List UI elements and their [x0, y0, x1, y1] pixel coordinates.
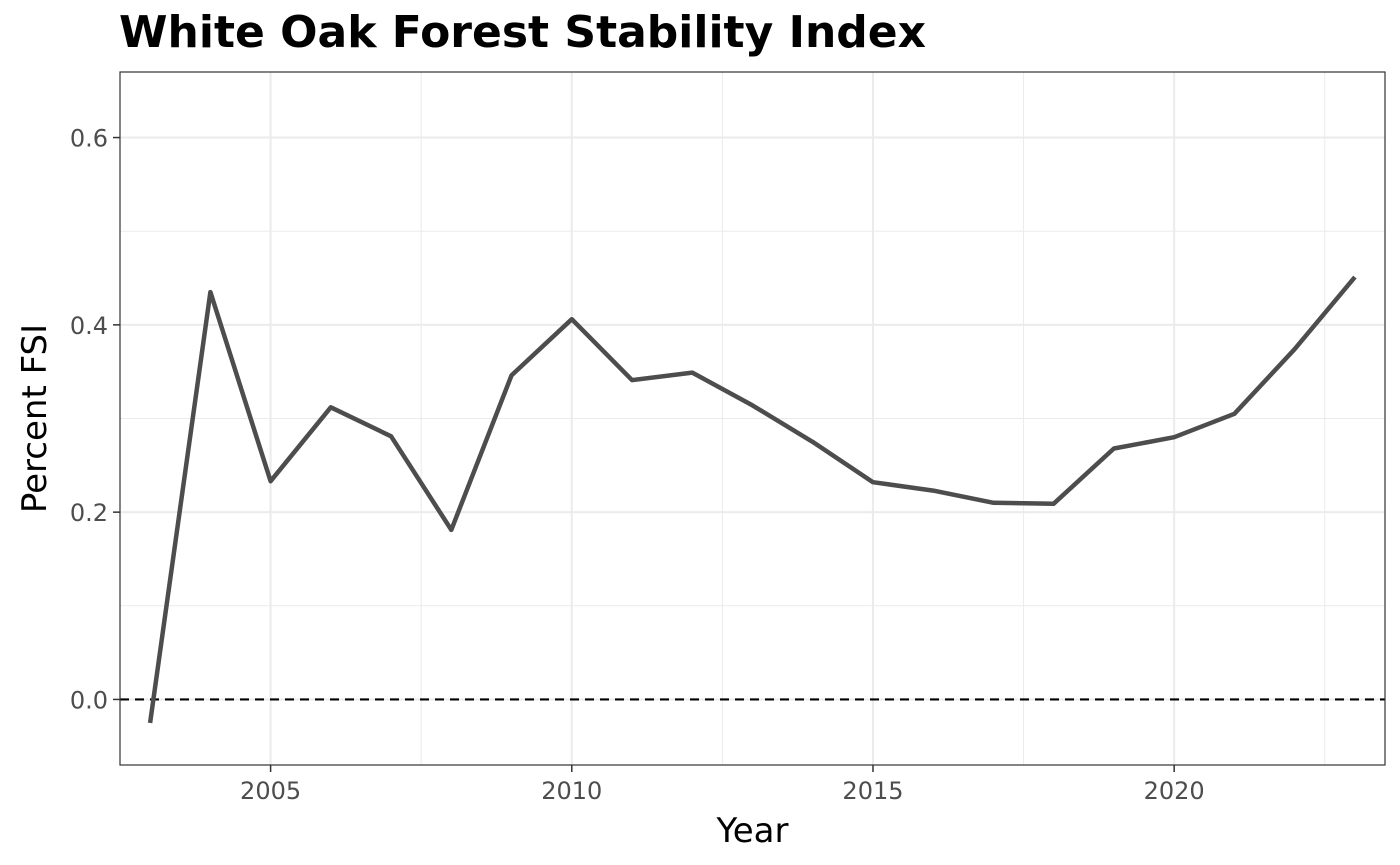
y-tick-label: 0.4 — [70, 312, 108, 340]
x-axis-title: Year — [716, 811, 789, 851]
plot-panel-border — [119, 71, 1386, 766]
x-tick-label: 2015 — [842, 777, 903, 805]
y-tick-label: 0.0 — [70, 686, 108, 714]
x-tick-label: 2010 — [541, 777, 602, 805]
y-tick-label: 0.6 — [70, 125, 108, 153]
y-tick-label: 0.2 — [70, 499, 108, 527]
minor-gridlines — [120, 72, 1385, 765]
y-axis-ticks: 0.0 0.2 0.4 0.6 — [70, 125, 120, 714]
y-axis-title: Percent FSI — [15, 324, 55, 513]
series-line — [147, 275, 1357, 724]
series-group — [147, 275, 1357, 724]
x-tick-label: 2020 — [1144, 777, 1205, 805]
x-axis-ticks: 2005 2010 2015 2020 — [240, 765, 1205, 805]
chart-title: White Oak Forest Stability Index — [119, 7, 926, 58]
x-tick-label: 2005 — [240, 777, 301, 805]
